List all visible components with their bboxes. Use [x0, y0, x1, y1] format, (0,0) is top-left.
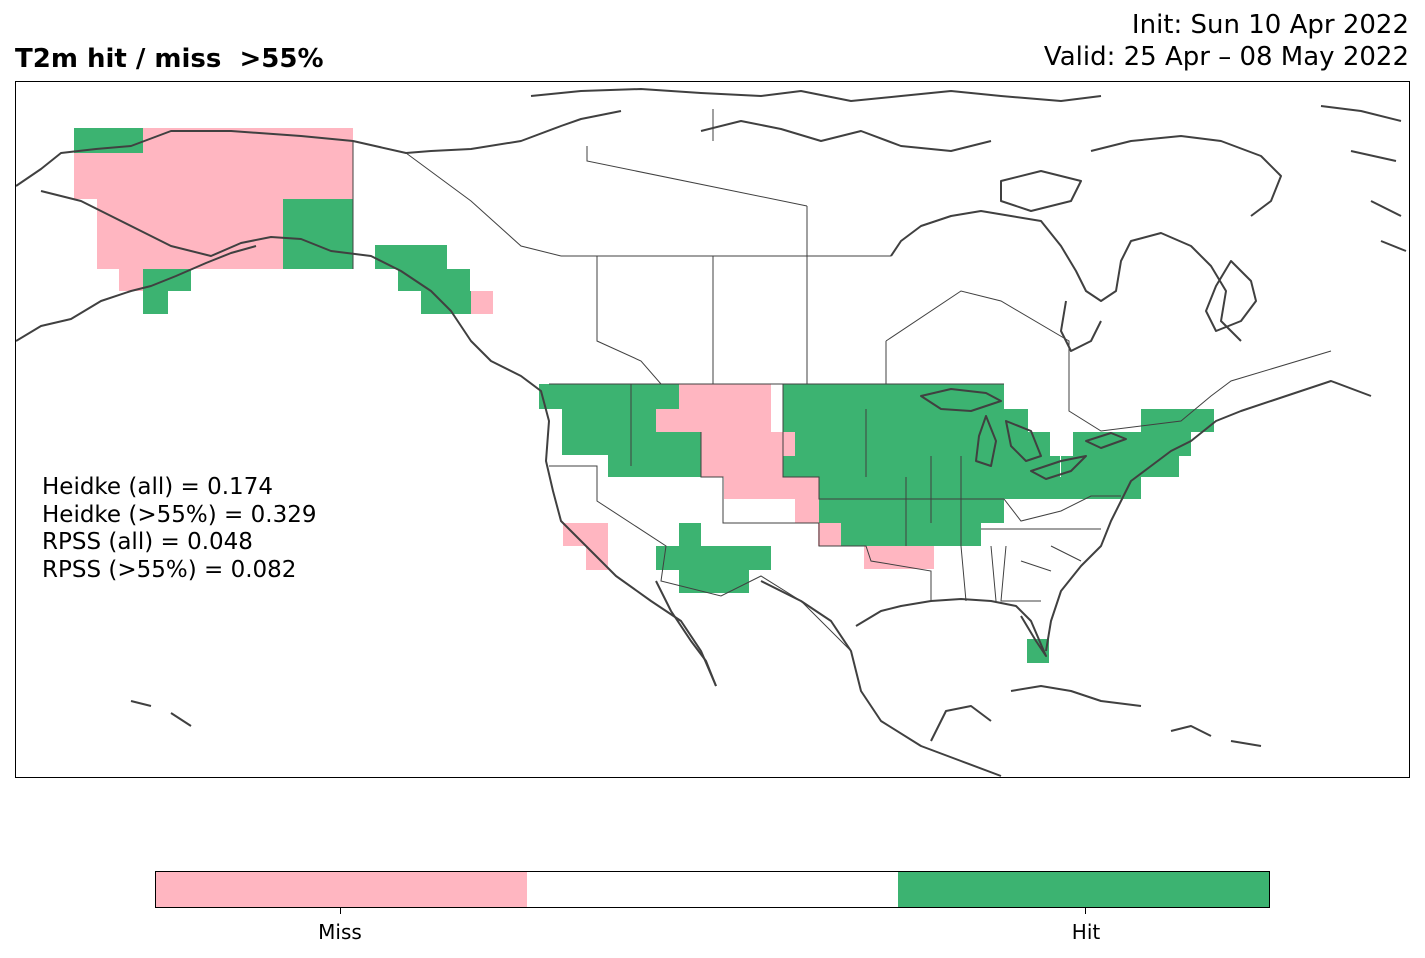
colorbar-miss — [156, 872, 527, 907]
colorbar-hit — [898, 872, 1269, 907]
map-title: T2m hit / miss >55% — [15, 44, 324, 74]
colorbar — [155, 871, 1270, 908]
colorbar-tick-miss — [340, 908, 341, 914]
colorbar-tick-hit — [1085, 908, 1086, 914]
heidke-55: Heidke (>55%) = 0.329 — [42, 501, 317, 528]
map-canvas — [16, 88, 1407, 777]
colorbar-label-hit: Hit — [1071, 920, 1101, 944]
rpss-all: RPSS (all) = 0.048 — [42, 529, 253, 555]
colorbar-label-miss: Miss — [318, 920, 362, 944]
coastlines — [16, 88, 1407, 777]
rpss-55: RPSS (>55%) = 0.082 — [42, 556, 297, 583]
valid-period: Valid: 25 Apr – 08 May 2022 — [1043, 42, 1409, 72]
hit-cells — [74, 128, 1214, 663]
miss-cells — [74, 128, 934, 570]
init-date: Init: Sun 10 Apr 2022 — [1131, 10, 1409, 40]
map-panel — [15, 81, 1410, 778]
skill-scores: Heidke (all) = 0.174 Heidke (>55%) = 0.3… — [42, 474, 316, 584]
heidke-all: Heidke (all) = 0.174 — [42, 474, 273, 500]
colorbar-neutral — [527, 872, 898, 907]
political-borders — [352, 109, 1332, 652]
